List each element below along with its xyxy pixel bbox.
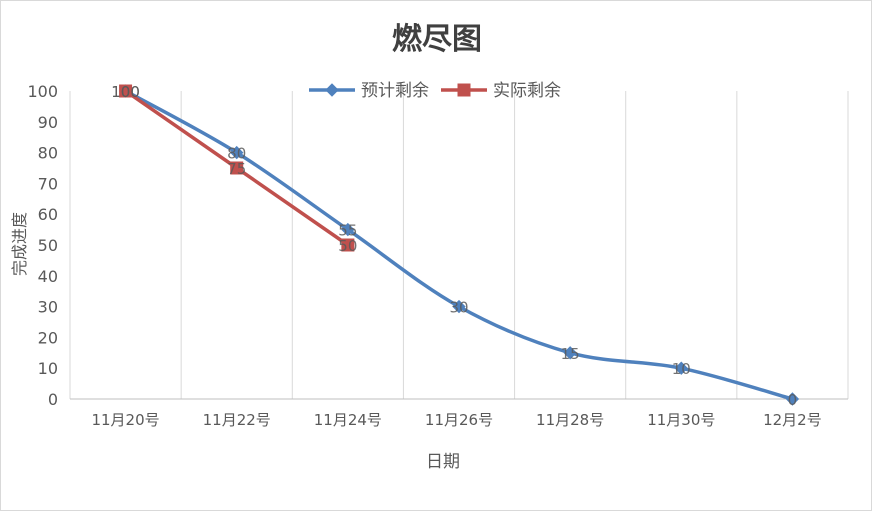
y-tick-label: 100: [27, 82, 58, 101]
x-tick-label: 12月2号: [763, 411, 822, 429]
y-tick-label: 70: [38, 174, 58, 193]
y-tick-label: 90: [38, 113, 58, 132]
chart-legend: 预计剩余 实际剩余: [309, 81, 561, 101]
chart-title: 燃尽图: [392, 22, 482, 57]
data-label: 10: [672, 360, 691, 378]
series-line-1: [126, 91, 793, 399]
series-markers: [120, 85, 799, 405]
x-tick-label: 11月22号: [203, 411, 271, 429]
x-tick-label: 11月20号: [91, 411, 159, 429]
data-label: 75: [227, 160, 246, 178]
y-tick-label: 80: [38, 144, 58, 163]
x-tick-label: 11月24号: [314, 411, 382, 429]
x-tick-label: 11月26号: [425, 411, 493, 429]
y-tick-label: 60: [38, 205, 58, 224]
x-tick-label: 11月28号: [536, 411, 604, 429]
data-label: 50: [338, 237, 357, 255]
legend-marker: [326, 84, 338, 96]
x-tick-label: 11月30号: [647, 411, 715, 429]
x-axis-title: 日期: [426, 452, 460, 472]
y-axis-title: 完成进度: [10, 212, 29, 276]
legend-label: 预计剩余: [361, 81, 429, 101]
y-tick-label: 50: [38, 236, 58, 255]
legend-marker: [458, 84, 470, 96]
grid-lines: [70, 91, 848, 399]
y-tick-label: 10: [38, 359, 58, 378]
series-lines: [126, 91, 793, 399]
data-label: 0: [788, 391, 798, 409]
data-label: 100: [111, 83, 140, 101]
data-label: 30: [449, 299, 468, 317]
data-label: 15: [561, 345, 580, 363]
legend-label: 实际剩余: [493, 81, 561, 101]
y-tick-label: 0: [48, 390, 58, 409]
y-tick-label: 30: [38, 298, 58, 317]
y-tick-label: 40: [38, 267, 58, 286]
y-tick-label: 20: [38, 328, 58, 347]
